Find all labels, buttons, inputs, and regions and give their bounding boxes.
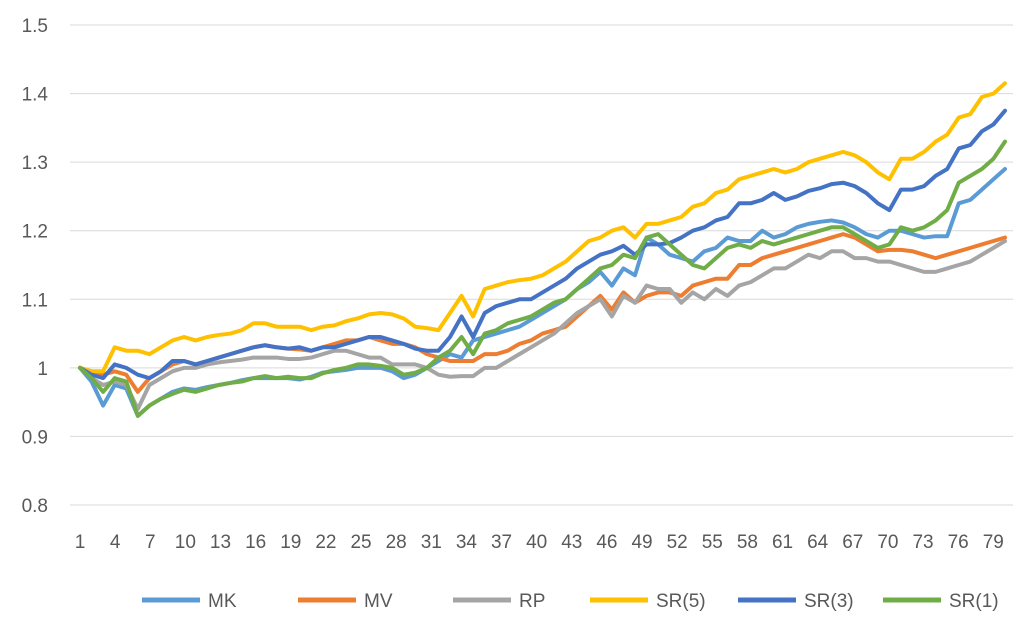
x-tick-label: 31 [421, 532, 442, 553]
legend-label: MK [208, 591, 237, 612]
legend-label: SR(3) [804, 591, 854, 612]
legend-label: RP [519, 591, 545, 612]
x-tick-label: 67 [842, 532, 863, 553]
x-tick-label: 16 [245, 532, 266, 553]
x-tick-label: 7 [145, 532, 156, 553]
x-tick-label: 10 [175, 532, 196, 553]
x-tick-label: 73 [912, 532, 933, 553]
x-tick-label: 22 [315, 532, 336, 553]
x-tick-label: 34 [456, 532, 478, 553]
x-tick-label: 55 [702, 532, 723, 553]
x-tick-label: 37 [491, 532, 512, 553]
y-tick-label: 0.8 [22, 496, 48, 517]
x-tick-label: 70 [877, 532, 898, 553]
legend: MK MV RP SR(5) SR(3) SR(1) [142, 591, 999, 612]
x-tick-label: 25 [350, 532, 371, 553]
y-tick-label: 1.5 [22, 16, 48, 37]
y-tick-label: 1.4 [22, 85, 49, 106]
x-tick-label: 64 [807, 532, 829, 553]
x-tick-label: 1 [75, 532, 86, 553]
x-tick-label: 28 [386, 532, 407, 553]
legend-label: MV [364, 591, 393, 612]
y-tick-label: 0.9 [22, 427, 48, 448]
series-line-sr5 [78, 81, 1007, 374]
axes: 0.8 0.9 1 1.1 1.2 1.3 1.4 1.5 1 4 7 10 13 16 19 22 25 28 3… [22, 16, 1004, 553]
series-lines [78, 81, 1007, 418]
x-tick-label: 58 [737, 532, 758, 553]
x-tick-label: 76 [948, 532, 969, 553]
legend-label: SR(1) [949, 591, 999, 612]
x-tick-label: 19 [280, 532, 301, 553]
x-tick-label: 4 [110, 532, 121, 553]
series-line-rp [78, 239, 1007, 411]
y-tick-label: 1.1 [22, 290, 48, 311]
x-tick-label: 13 [210, 532, 231, 553]
legend-label: SR(5) [656, 591, 706, 612]
series-line-sr3 [78, 108, 1007, 381]
y-tick-label: 1.3 [22, 153, 48, 174]
y-tick-label: 1 [37, 359, 48, 380]
series-line-sr1 [78, 139, 1007, 418]
gridlines [70, 24, 1013, 506]
x-tick-label: 52 [667, 532, 688, 553]
x-tick-label: 49 [631, 532, 652, 553]
x-tick-label: 40 [526, 532, 547, 553]
x-tick-label: 61 [772, 532, 793, 553]
x-tick-label: 46 [596, 532, 617, 553]
x-tick-label: 79 [983, 532, 1004, 553]
y-tick-label: 1.2 [22, 222, 48, 243]
x-tick-label: 43 [561, 532, 582, 553]
